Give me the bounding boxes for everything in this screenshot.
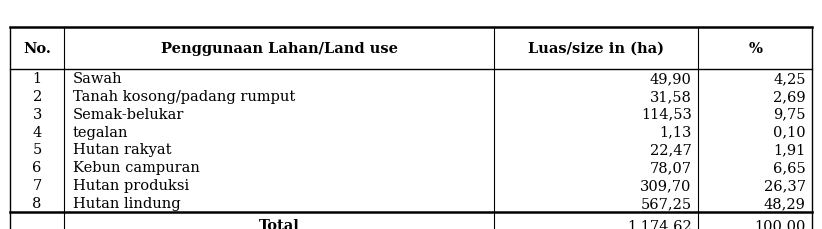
Text: 2,69: 2,69 [773,90,806,104]
Text: 1: 1 [33,72,42,86]
Text: Hutan rakyat: Hutan rakyat [72,143,171,157]
Text: 1.174,62: 1.174,62 [627,218,691,229]
Text: 6: 6 [32,161,42,174]
Text: 78,07: 78,07 [649,161,691,174]
Text: 26,37: 26,37 [764,178,806,192]
Text: 31,58: 31,58 [649,90,691,104]
Text: 114,53: 114,53 [641,107,691,121]
Text: 8: 8 [32,196,42,210]
Text: 48,29: 48,29 [764,196,806,210]
Text: 2: 2 [33,90,42,104]
Text: Kebun campuran: Kebun campuran [72,161,200,174]
Text: 9,75: 9,75 [773,107,806,121]
Text: 4,25: 4,25 [773,72,806,86]
Text: tegalan: tegalan [72,125,128,139]
Text: No.: No. [23,42,51,56]
Text: 100,00: 100,00 [755,218,806,229]
Text: Tanah kosong/padang rumput: Tanah kosong/padang rumput [72,90,295,104]
Text: 49,90: 49,90 [649,72,691,86]
Text: 4: 4 [33,125,42,139]
Text: 567,25: 567,25 [640,196,691,210]
Text: 7: 7 [33,178,42,192]
Text: Sawah: Sawah [72,72,122,86]
Text: Penggunaan Lahan/Land use: Penggunaan Lahan/Land use [160,42,398,56]
Text: Hutan produksi: Hutan produksi [72,178,189,192]
Text: 6,65: 6,65 [773,161,806,174]
Text: Semak-belukar: Semak-belukar [72,107,184,121]
Text: 5: 5 [33,143,42,157]
Text: Luas/size in (ha): Luas/size in (ha) [528,42,664,56]
Text: 1,91: 1,91 [774,143,806,157]
Text: 22,47: 22,47 [650,143,691,157]
Text: Total: Total [259,218,299,229]
Text: 3: 3 [32,107,42,121]
Text: 1,13: 1,13 [659,125,691,139]
Text: %: % [748,42,762,56]
Text: 309,70: 309,70 [640,178,691,192]
Text: Hutan lindung: Hutan lindung [72,196,180,210]
Text: 0,10: 0,10 [773,125,806,139]
